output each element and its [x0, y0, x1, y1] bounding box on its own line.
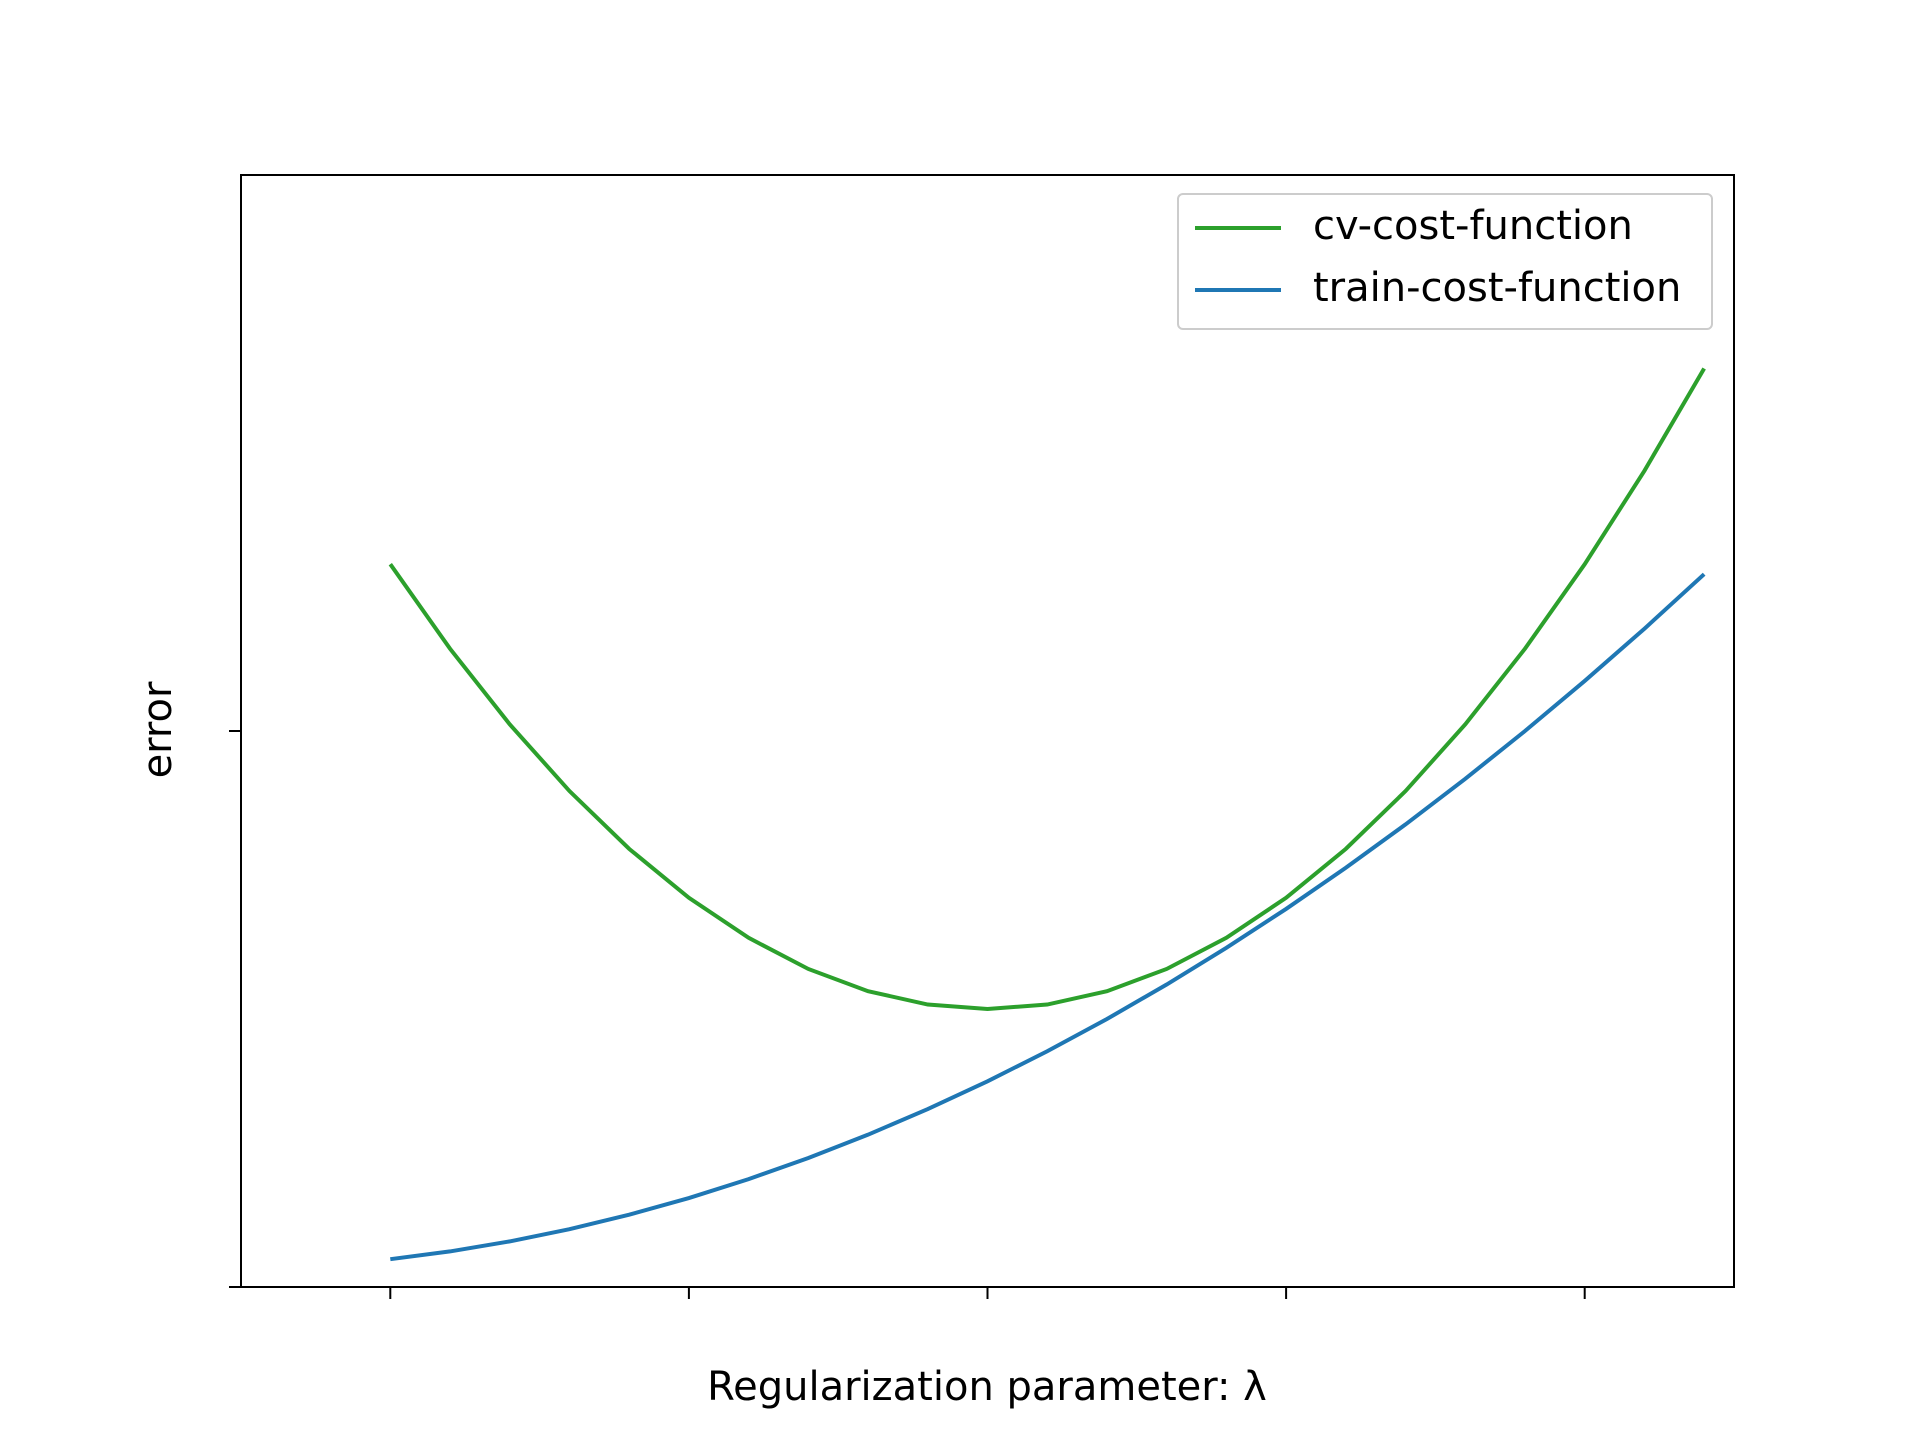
legend-box [1177, 193, 1713, 330]
legend-label: cv-cost-function [1313, 203, 1633, 249]
y-axis-label: error [135, 681, 181, 778]
line-series [388, 367, 1706, 1012]
legend-label: train-cost-function [1313, 265, 1681, 311]
plot-frame [240, 174, 1735, 1288]
x-axis-label: Regularization parameter: λ [707, 1364, 1267, 1410]
line-series [390, 572, 1706, 1262]
